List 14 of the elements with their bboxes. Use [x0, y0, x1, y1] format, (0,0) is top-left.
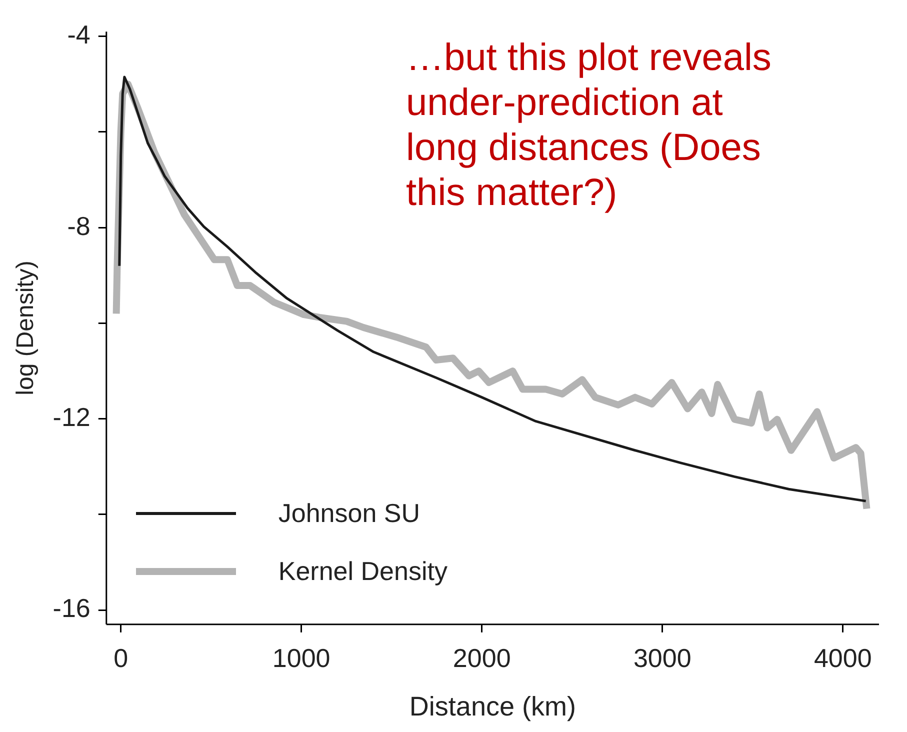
annotation: …but this plot reveals under-prediction at long distances (Does this matter?)	[406, 36, 772, 216]
x-tick-label: 2000	[452, 643, 511, 674]
x-tick-label: 4000	[814, 643, 872, 674]
x-tick-label: 1000	[272, 643, 330, 674]
x-axis-title: Distance (km)	[409, 691, 576, 722]
y-tick-label: -16	[52, 593, 90, 624]
x-tick-label: 0	[114, 643, 128, 674]
y-axis-title: log (Density)	[12, 260, 40, 396]
y-tick-label: -8	[67, 210, 90, 241]
legend-label: Kernel Density	[278, 556, 448, 587]
x-tick-label: 3000	[633, 643, 692, 674]
legend-label: Johnson SU	[278, 498, 420, 529]
y-tick-label: -12	[52, 402, 90, 432]
y-tick-label: -4	[67, 20, 90, 50]
